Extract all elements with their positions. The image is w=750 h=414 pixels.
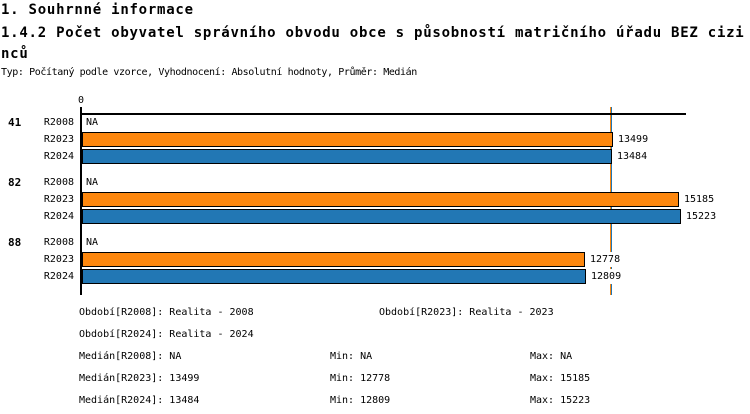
legend-max-r2024: Max: 15223: [530, 395, 591, 406]
bar-r2023-88: [82, 252, 585, 267]
bar-value-label-r2023-41: 13499: [617, 132, 650, 147]
bar-value-label-r2024-88: 12809: [590, 269, 623, 284]
na-value-label-r2008-88: NA: [86, 237, 99, 248]
row-label-r2008-41: R2008: [43, 117, 74, 128]
row-label-r2023-41: R2023: [43, 134, 74, 145]
row-label-r2023-82: R2023: [43, 194, 74, 205]
na-value-label-r2008-41: NA: [86, 117, 99, 128]
legend-min-r2024: Min: 12809: [330, 395, 391, 406]
legend-period-r2024: Období[R2024]: Realita - 2024: [79, 329, 254, 340]
row-label-r2023-88: R2023: [43, 254, 74, 265]
bar-r2023-82: [82, 192, 679, 207]
legend-max-r2023: Max: 15185: [530, 373, 591, 384]
bar-value-label-r2023-82: 15185: [683, 192, 716, 207]
row-label-r2024-88: R2024: [43, 271, 74, 282]
legend-median-r2008: Medián[R2008]: NA: [79, 351, 182, 362]
legend-median-r2024: Medián[R2024]: 13484: [79, 395, 200, 406]
report-subtitle: 1.4.2 Počet obyvatel správního obvodu ob…: [1, 25, 745, 62]
legend-max-r2008: Max: NA: [530, 351, 573, 362]
legend-period-r2023: Období[R2023]: Realita - 2023: [379, 307, 554, 318]
group-label-41: 41: [8, 116, 22, 129]
legend-period-r2008: Období[R2008]: Realita - 2008: [79, 307, 254, 318]
legend-min-r2023: Min: 12778: [330, 373, 391, 384]
group-label-88: 88: [8, 236, 22, 249]
y-axis-line: [80, 107, 82, 295]
bar-r2024-41: [82, 149, 612, 164]
bar-value-label-r2023-88: 12778: [589, 252, 622, 267]
group-label-82: 82: [8, 176, 22, 189]
bar-value-label-r2024-82: 15223: [685, 209, 718, 224]
na-value-label-r2008-82: NA: [86, 177, 99, 188]
legend-min-r2008: Min: NA: [330, 351, 373, 362]
row-label-r2008-88: R2008: [43, 237, 74, 248]
axis-zero-tick-label: 0: [77, 95, 85, 106]
row-label-r2024-41: R2024: [43, 151, 74, 162]
row-label-r2024-82: R2024: [43, 211, 74, 222]
bar-r2023-41: [82, 132, 613, 147]
bar-r2024-82: [82, 209, 681, 224]
report-meta: Typ: Počítaný podle vzorce, Vyhodnocení:…: [1, 67, 417, 78]
bar-value-label-r2024-41: 13484: [616, 149, 649, 164]
bar-r2024-88: [82, 269, 586, 284]
x-axis-line: [80, 113, 686, 115]
report-title: 1. Souhrnné informace: [1, 2, 194, 18]
legend-median-r2023: Medián[R2023]: 13499: [79, 373, 200, 384]
bar-chart: 0 41 R2008 NA R2023 13499 R2024 13484 82 R2008 NA…: [0, 95, 750, 307]
row-label-r2008-82: R2008: [43, 177, 74, 188]
